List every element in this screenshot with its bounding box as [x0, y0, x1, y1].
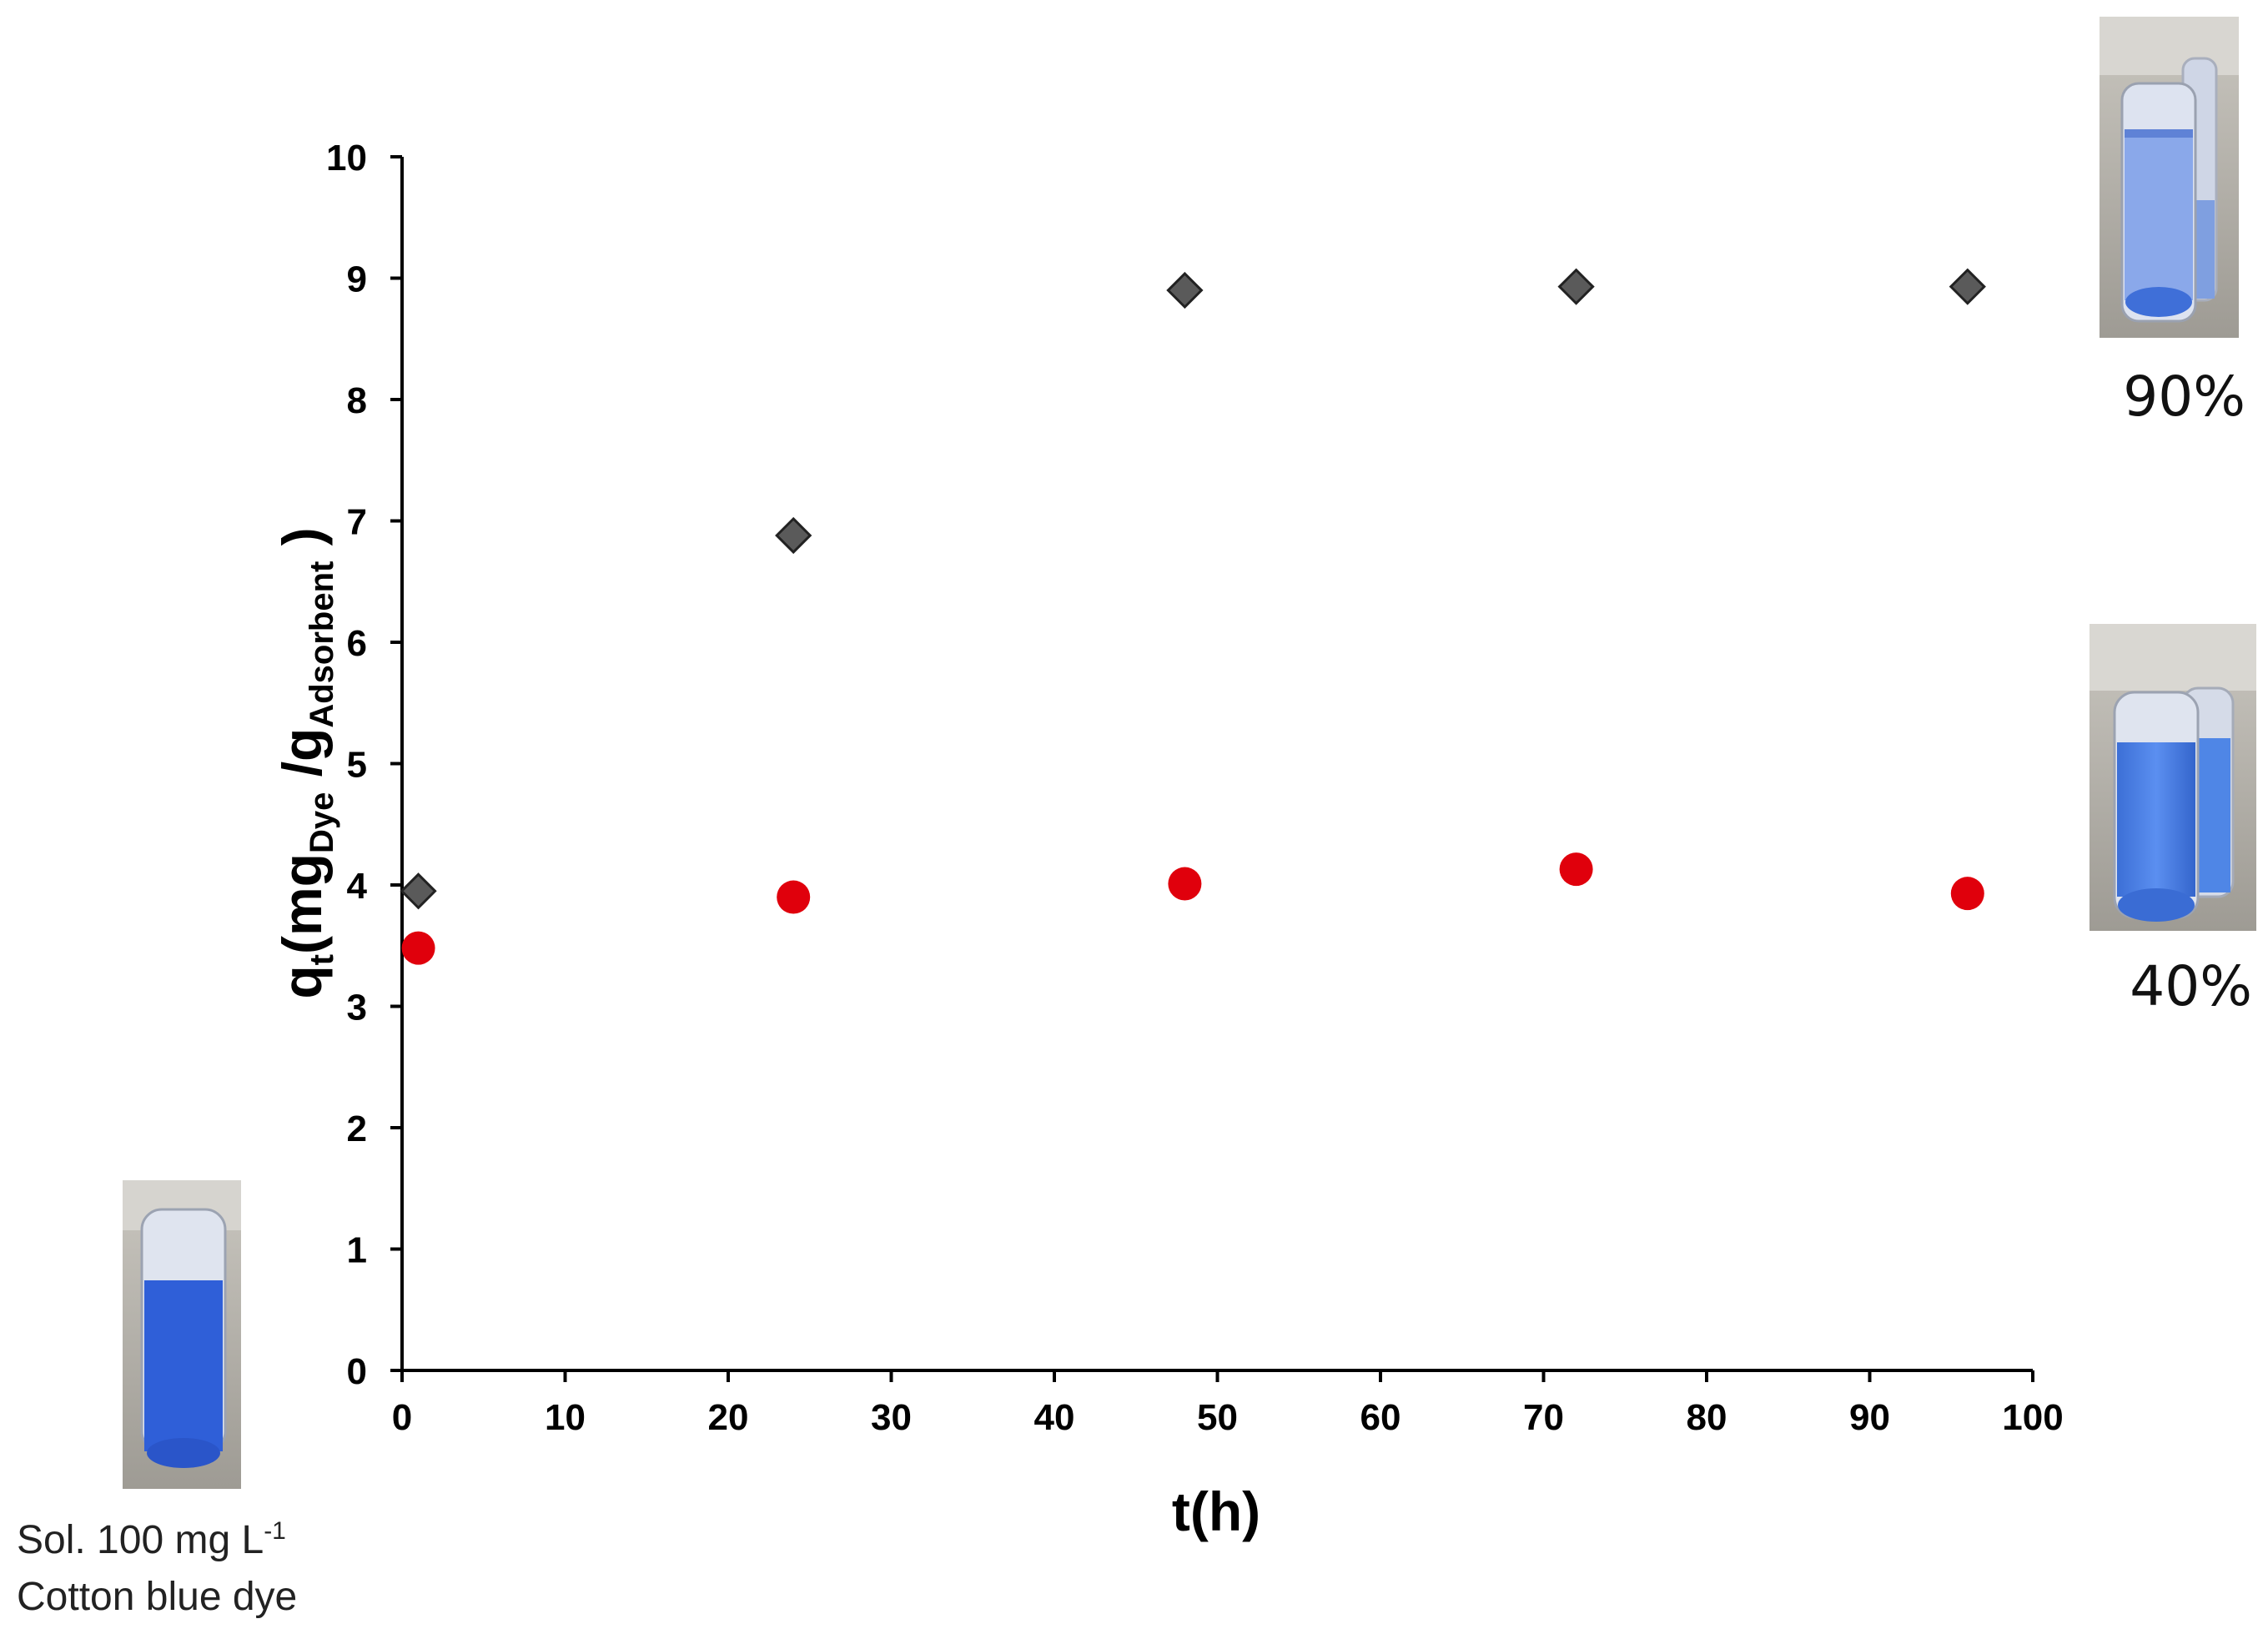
x-axis-title: t(h) [1172, 1481, 1260, 1542]
diamond-data-point [1557, 268, 1595, 305]
circle-data-point [401, 931, 435, 965]
y-tick-label: 9 [347, 259, 367, 300]
x-tick-label: 10 [545, 1397, 586, 1438]
y-axis-title: qt(mgDye /gAdsorbent ) [271, 527, 340, 998]
x-tick-label: 100 [2002, 1397, 2063, 1438]
y-tick-label: 7 [347, 502, 367, 543]
x-tick-label: 70 [1523, 1397, 1564, 1438]
x-tick-label: 0 [392, 1397, 412, 1438]
x-tick-label: 60 [1360, 1397, 1401, 1438]
y-tick-label: 1 [347, 1230, 367, 1271]
y-tick-label: 0 [347, 1351, 367, 1392]
y-tick-label: 6 [347, 623, 367, 664]
solution-caption-line1: Sol. 100 mg L-1 [17, 1517, 286, 1562]
y-tick-label: 10 [326, 138, 367, 178]
x-tick-label: 80 [1687, 1397, 1727, 1438]
circle-data-point [1168, 867, 1202, 901]
x-tick-label: 50 [1197, 1397, 1238, 1438]
diamond-data-point [1949, 268, 1986, 305]
data-points [400, 268, 1986, 965]
circle-data-point [1559, 852, 1593, 887]
percent-label-90: 90% [2123, 365, 2245, 429]
x-tick-label: 20 [708, 1397, 749, 1438]
solution-caption-line2: Cotton blue dye [17, 1575, 298, 1619]
y-tick-label: 4 [347, 866, 368, 907]
diamond-data-point [775, 516, 812, 555]
circle-data-point [1950, 877, 1984, 911]
vial-photo-solution [123, 1180, 241, 1489]
y-tick-label: 5 [347, 745, 367, 786]
vial-photo-40 [2089, 624, 2256, 931]
x-tick-label: 90 [1849, 1397, 1890, 1438]
x-tick-label: 40 [1034, 1397, 1075, 1438]
percent-label-40: 40% [2130, 954, 2252, 1018]
vial-photo-90 [2100, 17, 2239, 338]
circle-data-point [777, 880, 811, 914]
y-tick-label: 8 [347, 380, 367, 421]
x-tick-label: 30 [871, 1397, 912, 1438]
solution-caption: Sol. 100 mg L-1 Cotton blue dye [17, 1503, 297, 1626]
diamond-data-point [400, 872, 437, 910]
x-axis-ticks: 0 10 20 30 40 50 60 70 80 90 100 [392, 1370, 2064, 1438]
diamond-data-point [1166, 271, 1204, 309]
y-tick-label: 2 [347, 1109, 367, 1149]
y-tick-label: 3 [347, 988, 367, 1028]
y-axis-ticks: 0 1 2 3 4 5 6 7 8 9 10 [326, 138, 402, 1392]
